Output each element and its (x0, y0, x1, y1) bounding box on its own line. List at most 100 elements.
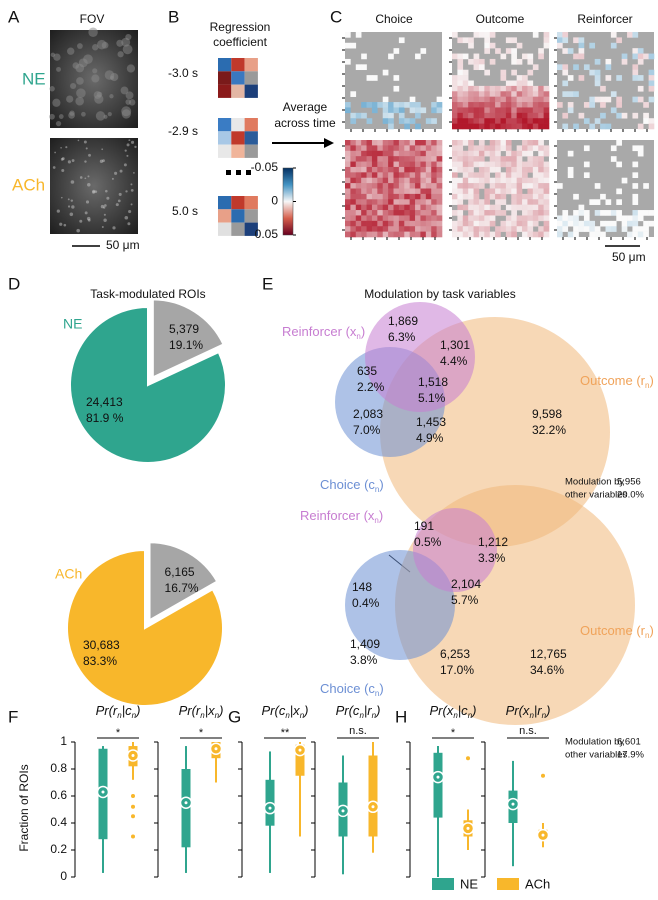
heatmap-cell (409, 118, 416, 124)
heatmap-cell (436, 215, 443, 222)
heatmap-cell (468, 145, 474, 152)
heatmap-cell (457, 177, 464, 184)
heatmap-cell (527, 118, 534, 124)
heatmap-cell (404, 226, 410, 232)
heatmap-cell (382, 140, 389, 146)
median-dot (511, 802, 515, 806)
heatmap-cell (616, 215, 622, 222)
heatmap-cell (388, 102, 394, 108)
heatmap-cell (495, 210, 501, 216)
heatmap-cell (350, 161, 357, 168)
fov-title: FOV (80, 12, 105, 26)
heatmap-cell (425, 199, 432, 205)
heatmap-cell (355, 32, 362, 38)
heatmap-cell (495, 85, 501, 92)
heatmap-cell (415, 231, 421, 238)
time-label: 5.0 s (172, 204, 198, 218)
heatmap-cell (425, 172, 432, 179)
heatmap-cell (425, 156, 432, 162)
fov-cell (94, 190, 98, 193)
heatmap-cell (436, 150, 443, 157)
heatmap-cell (500, 188, 507, 195)
heatmap-cell (594, 75, 601, 81)
heatmap-cell (431, 220, 437, 227)
heatmap-cell (632, 145, 639, 152)
heatmap-cell (382, 183, 389, 189)
heatmap-cell (543, 210, 550, 216)
heatmap-cell (393, 166, 400, 173)
heatmap-cell (605, 96, 612, 103)
box (433, 752, 443, 818)
text-part: ) (379, 477, 383, 492)
heatmap-cell (567, 150, 574, 157)
heatmap-cell (567, 220, 574, 227)
heatmap-cell (468, 85, 474, 92)
heatmap-cell (522, 220, 528, 227)
heatmap-cell (484, 172, 491, 179)
heatmap-cell (543, 188, 550, 195)
heatmap-cell (516, 177, 523, 184)
text-part: Pr(x (430, 703, 454, 718)
heatmap-cell (462, 183, 469, 189)
heatmap-cell (532, 210, 539, 216)
heatmap-cell (398, 183, 405, 189)
heatmap-cell (382, 118, 389, 124)
heatmap-cell (409, 231, 416, 238)
heatmap-cell (583, 210, 590, 216)
heatmap-cell (393, 204, 400, 211)
heatmap-cell (431, 156, 437, 162)
heatmap-cell (532, 172, 539, 179)
heatmap-cell (355, 156, 362, 162)
heatmap-cell (538, 193, 544, 200)
heatmap-cell (462, 107, 469, 114)
heatmap-cell (495, 140, 501, 146)
heatmap-cell (610, 107, 617, 114)
heatmap-cell (522, 161, 528, 168)
heatmap-cell (522, 193, 528, 200)
heatmap-cell (473, 177, 480, 184)
heatmap-cell (505, 150, 512, 157)
heatmap-cell (415, 226, 421, 232)
heatmap-cell (457, 161, 464, 168)
heatmap-cell (420, 166, 427, 173)
heatmap-cell (500, 107, 507, 114)
heatmap-cell (632, 32, 639, 38)
fov-cell (117, 199, 121, 203)
heatmap-cell (420, 140, 427, 146)
heatmap-cell (398, 226, 405, 232)
heatmap-cell (404, 172, 410, 179)
heatmap-cell (478, 96, 485, 103)
heatmap-cell (420, 199, 427, 205)
matrix-cell (244, 58, 258, 72)
heatmap-cell (589, 42, 596, 49)
heatmap-cell (436, 204, 443, 211)
heatmap-cell (415, 53, 421, 60)
heatmap-cell (505, 172, 512, 179)
fov-cell (100, 204, 105, 209)
heatmap-cell (573, 215, 579, 222)
fov-cell (128, 99, 136, 106)
heatmap-cell (473, 172, 480, 179)
heatmap-cell (345, 156, 351, 162)
outlier (541, 773, 545, 778)
heatmap-cell (643, 226, 649, 232)
heatmap-cell (355, 199, 362, 205)
heatmap-cell (489, 161, 496, 168)
heatmap-cell (516, 102, 523, 108)
heatmap-cell (522, 118, 528, 124)
heatmap-cell (377, 102, 384, 108)
heatmap-cell (594, 210, 601, 216)
heatmap-cell (557, 64, 563, 71)
heatmap-cell (473, 118, 480, 124)
fov-cell (61, 168, 65, 172)
heatmap-cell (350, 193, 357, 200)
heatmap-cell (505, 118, 512, 124)
fov-cell (60, 146, 62, 149)
heatmap-cell (532, 215, 539, 222)
y-axis-label: Fraction of ROIs (17, 764, 31, 851)
fov-cell (79, 176, 83, 179)
fov-image (50, 138, 138, 234)
heatmap-cell (415, 177, 421, 184)
significance: n.s. (349, 725, 367, 737)
heatmap-cell (500, 85, 507, 92)
